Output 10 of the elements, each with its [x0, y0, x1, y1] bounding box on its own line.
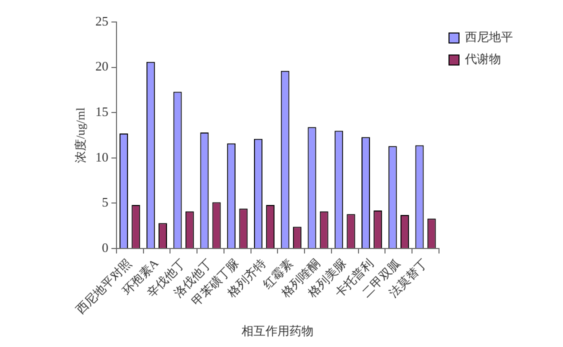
y-tick-label: 25 — [95, 13, 108, 28]
y-tick-label: 5 — [102, 194, 108, 210]
legend-label: 代谢物 — [464, 52, 501, 66]
y-tick-label: 20 — [95, 58, 108, 74]
x-axis-title: 相互作用药物 — [242, 324, 314, 338]
y-tick-label: 0 — [102, 240, 108, 255]
y-axis-title: 浓度/ug/ml — [73, 106, 88, 163]
y-tick-label: 15 — [95, 104, 108, 120]
legend-label: 西尼地平 — [465, 30, 513, 44]
y-tick-label: 10 — [95, 149, 108, 164]
